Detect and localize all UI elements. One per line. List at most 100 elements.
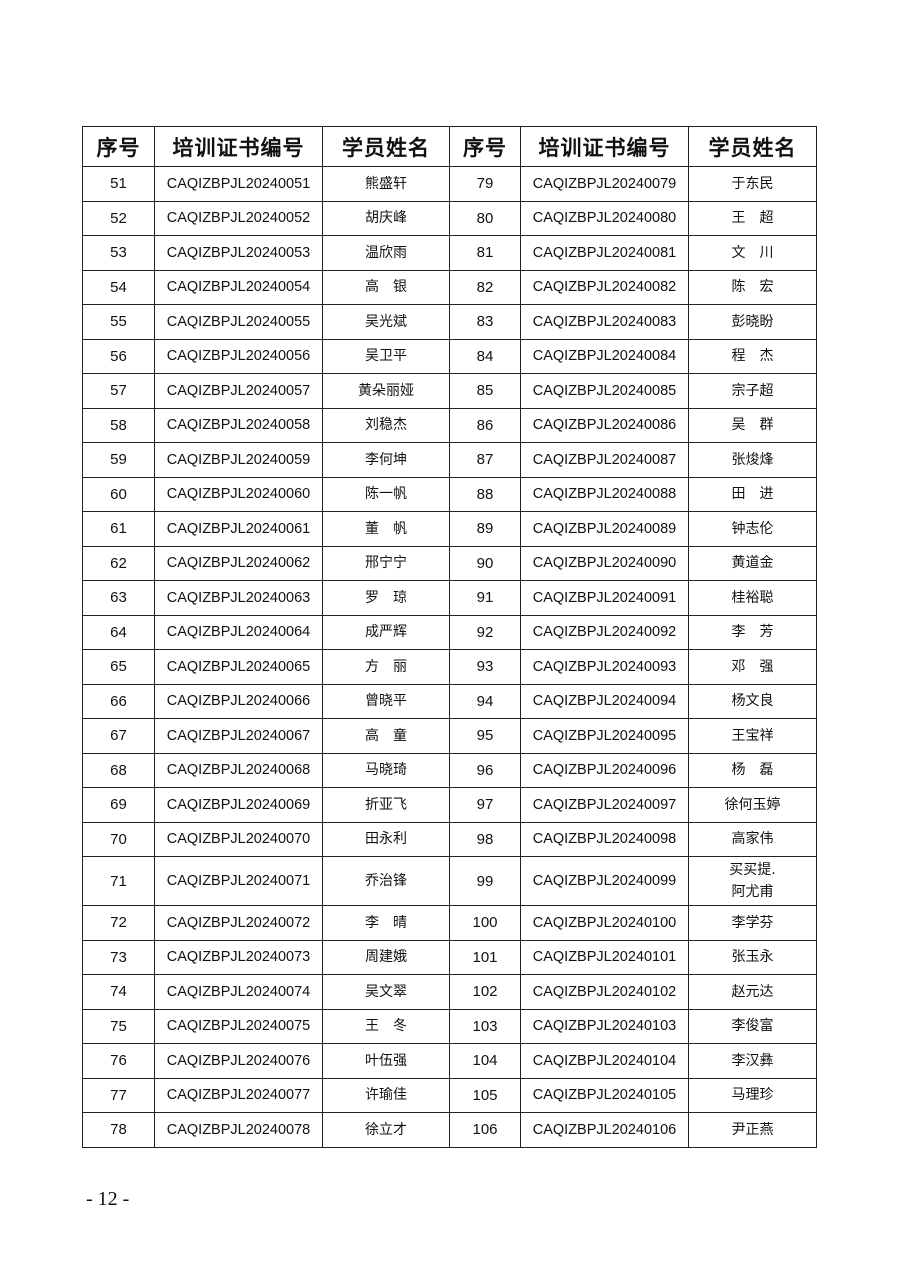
- seq-cell: 84: [449, 338, 521, 374]
- name-cell: 钟志伦: [688, 511, 817, 547]
- cert-no-cell: CAQIZBPJL20240089: [520, 511, 689, 547]
- name-cell: 张玉永: [688, 939, 817, 975]
- name-cell: 陈一帆: [322, 476, 450, 512]
- cert-no-cell: CAQIZBPJL20240083: [520, 304, 689, 340]
- table-row: 78 CAQIZBPJL20240078 徐立才 106 CAQIZBPJL202401…: [82, 1112, 817, 1148]
- cert-no-cell: CAQIZBPJL20240051: [154, 166, 323, 202]
- name-cell: 徐何玉婷: [688, 787, 817, 823]
- table-header-row: 序号 培训证书编号 学员姓名 序号 培训证书编号 学员姓名: [82, 126, 817, 167]
- name-cell: 叶伍强: [322, 1043, 450, 1079]
- cert-no-cell: CAQIZBPJL20240063: [154, 580, 323, 616]
- name-cell: 桂裕聪: [688, 580, 817, 616]
- seq-cell: 54: [82, 269, 155, 305]
- seq-cell: 100: [449, 905, 521, 941]
- name-cell: 高家伟: [688, 821, 817, 857]
- seq-cell: 73: [82, 939, 155, 975]
- seq-cell: 53: [82, 235, 155, 271]
- table-row: 60 CAQIZBPJL20240060 陈一帆 88 CAQIZBPJL2024008…: [82, 476, 817, 512]
- table-row: 62 CAQIZBPJL20240062 邢宁宁 90 CAQIZBPJL2024009…: [82, 545, 817, 581]
- table-row: 53 CAQIZBPJL20240053 温欣雨 81 CAQIZBPJL2024008…: [82, 235, 817, 271]
- seq-cell: 106: [449, 1112, 521, 1148]
- cert-no-cell: CAQIZBPJL20240096: [520, 752, 689, 788]
- seq-cell: 88: [449, 476, 521, 512]
- table-row: 67 CAQIZBPJL20240067 高 童 95 CAQIZBPJL2024009…: [82, 718, 817, 754]
- seq-cell: 103: [449, 1008, 521, 1044]
- name-cell: 温欣雨: [322, 235, 450, 271]
- cert-no-cell: CAQIZBPJL20240100: [520, 905, 689, 941]
- seq-cell: 89: [449, 511, 521, 547]
- seq-cell: 69: [82, 787, 155, 823]
- table-row: 63 CAQIZBPJL20240063 罗 琼 91 CAQIZBPJL2024009…: [82, 580, 817, 616]
- seq-cell: 63: [82, 580, 155, 616]
- name-cell: 折亚飞: [322, 787, 450, 823]
- table-row: 51 CAQIZBPJL20240051 熊盛轩 79 CAQIZBPJL2024007…: [82, 166, 817, 202]
- cert-no-cell: CAQIZBPJL20240057: [154, 373, 323, 409]
- seq-cell: 71: [82, 856, 155, 906]
- cert-no-cell: CAQIZBPJL20240081: [520, 235, 689, 271]
- cert-no-cell: CAQIZBPJL20240052: [154, 200, 323, 236]
- name-cell: 杨文良: [688, 683, 817, 719]
- name-cell: 黄道金: [688, 545, 817, 581]
- seq-cell: 102: [449, 974, 521, 1010]
- table-row: 55 CAQIZBPJL20240055 吴光斌 83 CAQIZBPJL2024008…: [82, 304, 817, 340]
- cert-no-cell: CAQIZBPJL20240084: [520, 338, 689, 374]
- cert-no-cell: CAQIZBPJL20240102: [520, 974, 689, 1010]
- table-row: 59 CAQIZBPJL20240059 李何坤 87 CAQIZBPJL2024008…: [82, 442, 817, 478]
- cert-no-cell: CAQIZBPJL20240061: [154, 511, 323, 547]
- table-row: 75 CAQIZBPJL20240075 王 冬 103 CAQIZBPJL202401…: [82, 1008, 817, 1044]
- trainee-certificate-table: 序号 培训证书编号 学员姓名 序号 培训证书编号 学员姓名 51 CAQIZBPJ…: [82, 126, 817, 1148]
- cert-no-cell: CAQIZBPJL20240106: [520, 1112, 689, 1148]
- seq-cell: 94: [449, 683, 521, 719]
- name-cell: 李 晴: [322, 905, 450, 941]
- header-cert-no: 培训证书编号: [154, 126, 323, 167]
- seq-cell: 87: [449, 442, 521, 478]
- cert-no-cell: CAQIZBPJL20240097: [520, 787, 689, 823]
- name-cell: 吴光斌: [322, 304, 450, 340]
- cert-no-cell: CAQIZBPJL20240075: [154, 1008, 323, 1044]
- name-cell: 成严辉: [322, 614, 450, 650]
- table-row: 61 CAQIZBPJL20240061 董 帆 89 CAQIZBPJL2024008…: [82, 511, 817, 547]
- cert-no-cell: CAQIZBPJL20240080: [520, 200, 689, 236]
- name-cell: 马晓琦: [322, 752, 450, 788]
- seq-cell: 85: [449, 373, 521, 409]
- cert-no-cell: CAQIZBPJL20240095: [520, 718, 689, 754]
- name-cell: 刘稳杰: [322, 407, 450, 443]
- name-cell: 买买提. 阿尤甫: [688, 856, 817, 906]
- name-cell: 邢宁宁: [322, 545, 450, 581]
- seq-cell: 65: [82, 649, 155, 685]
- seq-cell: 68: [82, 752, 155, 788]
- name-cell: 董 帆: [322, 511, 450, 547]
- seq-cell: 80: [449, 200, 521, 236]
- cert-no-cell: CAQIZBPJL20240076: [154, 1043, 323, 1079]
- name-cell: 罗 琼: [322, 580, 450, 616]
- cert-no-cell: CAQIZBPJL20240065: [154, 649, 323, 685]
- name-cell: 程 杰: [688, 338, 817, 374]
- seq-cell: 51: [82, 166, 155, 202]
- header-seq: 序号: [449, 126, 521, 167]
- seq-cell: 96: [449, 752, 521, 788]
- seq-cell: 55: [82, 304, 155, 340]
- seq-cell: 64: [82, 614, 155, 650]
- seq-cell: 77: [82, 1077, 155, 1113]
- seq-cell: 86: [449, 407, 521, 443]
- name-cell: 吴文翠: [322, 974, 450, 1010]
- cert-no-cell: CAQIZBPJL20240072: [154, 905, 323, 941]
- cert-no-cell: CAQIZBPJL20240093: [520, 649, 689, 685]
- cert-no-cell: CAQIZBPJL20240054: [154, 269, 323, 305]
- name-cell: 胡庆峰: [322, 200, 450, 236]
- name-cell: 王 超: [688, 200, 817, 236]
- header-name: 学员姓名: [688, 126, 817, 167]
- cert-no-cell: CAQIZBPJL20240101: [520, 939, 689, 975]
- table-row: 54 CAQIZBPJL20240054 高 银 82 CAQIZBPJL2024008…: [82, 269, 817, 305]
- seq-cell: 90: [449, 545, 521, 581]
- name-cell: 高 童: [322, 718, 450, 754]
- name-cell: 黄朵丽娅: [322, 373, 450, 409]
- seq-cell: 60: [82, 476, 155, 512]
- table-row: 56 CAQIZBPJL20240056 吴卫平 84 CAQIZBPJL2024008…: [82, 338, 817, 374]
- seq-cell: 93: [449, 649, 521, 685]
- cert-no-cell: CAQIZBPJL20240098: [520, 821, 689, 857]
- table-row: 69 CAQIZBPJL20240069 折亚飞 97 CAQIZBPJL2024009…: [82, 787, 817, 823]
- name-cell: 曾晓平: [322, 683, 450, 719]
- cert-no-cell: CAQIZBPJL20240073: [154, 939, 323, 975]
- seq-cell: 67: [82, 718, 155, 754]
